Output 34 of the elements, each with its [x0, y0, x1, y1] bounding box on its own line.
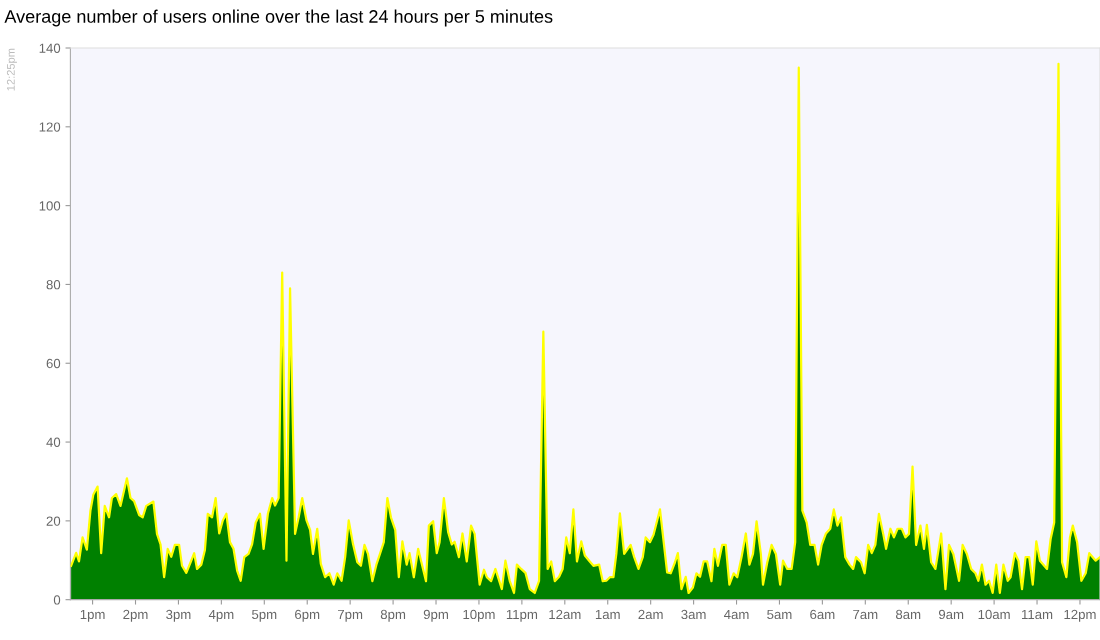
- x-tick-label: 7am: [853, 609, 878, 620]
- y-tick-label: 0: [53, 595, 61, 605]
- x-tick-label: 1pm: [80, 609, 105, 622]
- x-tick-label: 11am: [1022, 609, 1053, 620]
- x-tick-label: 8am: [895, 609, 921, 620]
- x-tick-label: 9am: [938, 609, 964, 620]
- chart-title: Average number of users online over the last 24 hours per 5 minutes: [4, 9, 553, 27]
- x-tick-label: 2am: [638, 609, 663, 620]
- y-tick-label: 120: [39, 122, 61, 132]
- x-tick-label: 8pm: [380, 609, 406, 622]
- x-tick-label: 2pm: [123, 609, 148, 622]
- x-tick-label: 3am: [681, 609, 706, 620]
- x-tick-label: 1am: [595, 609, 620, 620]
- x-tick-label: 5pm: [251, 609, 277, 622]
- x-tick-label: 10pm: [463, 609, 495, 622]
- x-tick-label: 6pm: [295, 609, 320, 622]
- x-tick-label: 11pm: [506, 609, 538, 622]
- x-tick-label: 12am: [549, 609, 581, 620]
- x-tick-label: 12pm: [1064, 609, 1096, 622]
- y-tick-label: 40: [46, 437, 61, 447]
- y-tick-label: 80: [46, 280, 61, 290]
- y-tick-label: 20: [46, 516, 61, 526]
- x-tick-label: 4pm: [208, 609, 234, 622]
- x-tick-label: 9pm: [423, 609, 448, 622]
- text: 12:25pm: [6, 48, 17, 91]
- x-tick-label: 5am: [767, 609, 792, 620]
- y-tick-label: 60: [46, 358, 61, 369]
- y-tick-label: 140: [39, 43, 61, 53]
- x-tick-label: 10am: [978, 609, 1010, 620]
- y-tick-label: 100: [39, 201, 61, 211]
- x-tick-label: 7pm: [338, 609, 363, 622]
- x-tick-label: 4am: [724, 609, 749, 620]
- x-tick-label: 3pm: [166, 609, 191, 622]
- x-tick-label: 6am: [810, 609, 835, 620]
